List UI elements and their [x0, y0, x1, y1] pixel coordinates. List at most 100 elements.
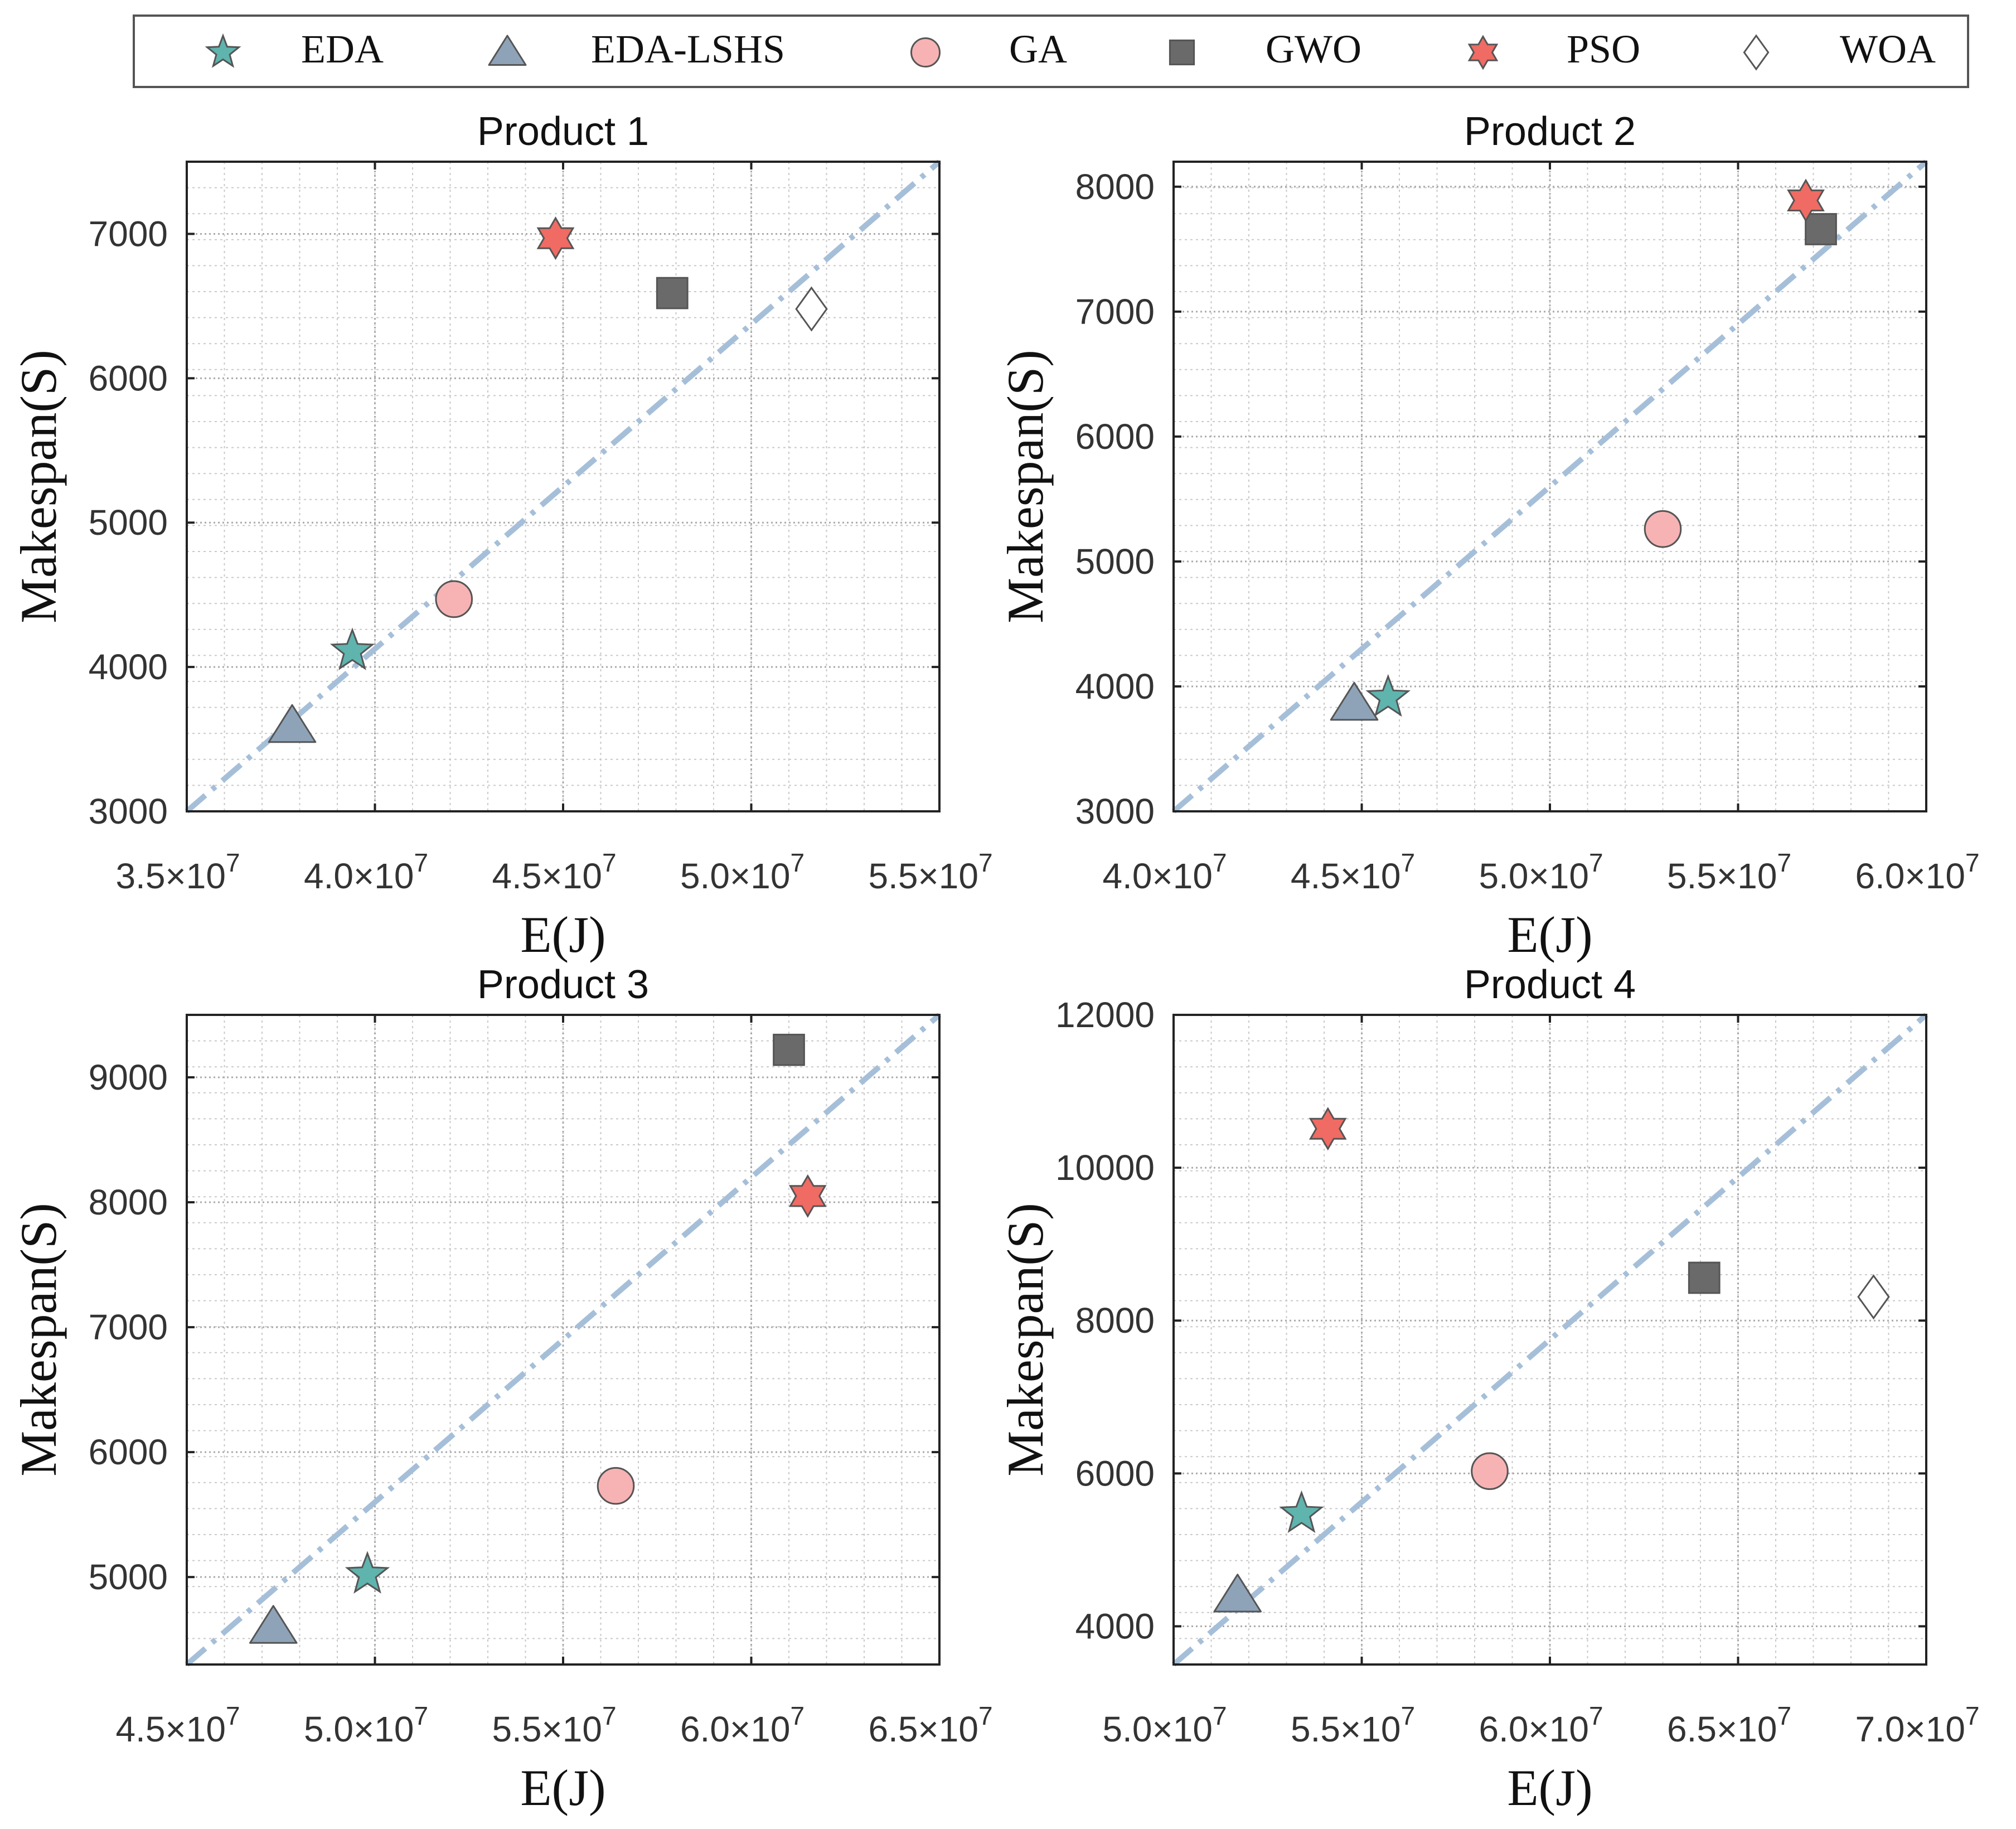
- y-tick-label: 10000: [1055, 1148, 1155, 1188]
- legend-marker-eda-lshs: [488, 35, 527, 66]
- x-tick-label: 6.5×107: [868, 1701, 992, 1749]
- x-tick-label: 5.0×107: [680, 848, 805, 896]
- x-axis-label: E(J): [520, 1759, 605, 1816]
- legend-label-pso: PSO: [1567, 27, 1640, 71]
- y-tick-label: 4000: [1075, 666, 1155, 707]
- x-tick-label: 4.0×107: [1102, 848, 1227, 896]
- y-tick-label: 8000: [89, 1182, 168, 1222]
- y-axis-label: Makespan(S): [997, 350, 1054, 623]
- x-tick-label: 6.0×107: [1479, 1701, 1603, 1749]
- legend-marker-eda: [205, 33, 241, 68]
- legend-label-eda: EDA: [301, 27, 384, 71]
- y-tick-label: 7000: [89, 1307, 168, 1347]
- legend-marker-ga: [910, 37, 941, 67]
- legend-label-eda-lshs: EDA-LSHS: [591, 27, 785, 71]
- panel-product-1: 3.5×107 4.0×107 4.5×107 5.0×107 5.5×107 3000 4…: [10, 109, 993, 963]
- legend-marker-gwo: [1169, 39, 1195, 66]
- x-tick-label: 5.5×107: [1667, 848, 1791, 896]
- x-tick-label: 4.5×107: [492, 848, 616, 896]
- legend-label-woa: WOA: [1840, 27, 1936, 71]
- data-points: [249, 1033, 827, 1644]
- point-gwo: [773, 1033, 805, 1066]
- y-tick-label: 7000: [89, 214, 168, 254]
- x-tick-label: 6.5×107: [1667, 1701, 1791, 1749]
- panel-product-4: 5.0×107 5.5×107 6.0×107 6.5×107 7.0×107 4000 6…: [997, 962, 1980, 1816]
- point-woa: [795, 286, 828, 332]
- data-points: [1213, 1107, 1890, 1613]
- panel-product-3: 4.5×107 5.0×107 5.5×107 6.0×107 6.5×107 5000 6…: [10, 962, 993, 1816]
- chart-title: Product 4: [1464, 962, 1636, 1007]
- y-tick-label: 5000: [89, 1557, 168, 1597]
- x-tick-label: 5.5×107: [1291, 1701, 1415, 1749]
- point-pso: [1309, 1107, 1347, 1151]
- y-tick-label: 6000: [89, 358, 168, 398]
- x-tick-label: 5.5×107: [492, 1701, 616, 1749]
- x-tick-label: 7.0×107: [1855, 1701, 1979, 1749]
- y-tick-label: 7000: [1075, 292, 1155, 332]
- point-ga: [597, 1467, 635, 1505]
- y-tick-label: 8000: [1075, 1300, 1155, 1341]
- point-gwo: [1805, 213, 1837, 245]
- legend-marker-woa: [1743, 34, 1770, 71]
- y-axis-label: Makespan(S): [997, 1203, 1054, 1477]
- y-tick-label: 4000: [1075, 1606, 1155, 1646]
- point-eda-lshs: [249, 1605, 298, 1644]
- grid: [1174, 162, 1926, 811]
- chart-title: Product 3: [477, 962, 649, 1007]
- y-tick-label: 6000: [89, 1432, 168, 1472]
- x-tick-label: 4.5×107: [1291, 848, 1415, 896]
- x-tick-label: 5.5×107: [868, 848, 992, 896]
- point-gwo: [1688, 1261, 1721, 1294]
- x-tick-label: 6.0×107: [680, 1701, 805, 1749]
- legend: EDA EDA-LSHS GA GWO PSO WOA: [133, 14, 1969, 88]
- y-tick-label: 12000: [1055, 995, 1155, 1035]
- x-tick-label: 5.0×107: [1102, 1701, 1227, 1749]
- x-tick-label: 6.0×107: [1855, 848, 1979, 896]
- y-tick-label: 9000: [89, 1057, 168, 1097]
- point-pso: [788, 1174, 827, 1218]
- y-tick-label: 5000: [89, 502, 168, 543]
- y-tick-label: 6000: [1075, 1453, 1155, 1493]
- point-eda: [329, 627, 375, 670]
- y-axis-label: Makespan(S): [10, 350, 67, 623]
- panel-product-2: 4.0×107 4.5×107 5.0×107 5.5×107 6.0×107 3000 4…: [997, 109, 1980, 963]
- y-axis-label: Makespan(S): [10, 1203, 67, 1477]
- point-ga: [1644, 510, 1682, 548]
- point-pso: [1787, 178, 1825, 222]
- point-eda: [1279, 1490, 1324, 1533]
- y-tick-label: 3000: [1075, 791, 1155, 831]
- point-woa: [1857, 1274, 1890, 1320]
- point-pso: [536, 216, 575, 260]
- x-axis-label: E(J): [520, 906, 605, 963]
- x-tick-label: 5.0×107: [1479, 848, 1603, 896]
- point-eda-lshs: [268, 704, 317, 743]
- grid: [187, 162, 939, 811]
- point-ga: [1471, 1452, 1509, 1491]
- point-eda: [345, 1551, 390, 1594]
- point-eda-lshs: [1213, 1574, 1262, 1613]
- legend-marker-pso: [1467, 35, 1499, 70]
- legend-label-ga: GA: [1009, 27, 1067, 71]
- x-tick-label: 4.0×107: [304, 848, 428, 896]
- x-tick-label: 5.0×107: [304, 1701, 428, 1749]
- y-tick-label: 5000: [1075, 541, 1155, 582]
- data-points: [1330, 178, 1837, 721]
- x-tick-label: 3.5×107: [115, 848, 240, 896]
- point-eda: [1365, 674, 1411, 717]
- y-tick-label: 8000: [1075, 167, 1155, 207]
- data-points: [268, 216, 828, 743]
- point-eda-lshs: [1330, 681, 1379, 721]
- y-tick-label: 6000: [1075, 417, 1155, 457]
- x-tick-label: 4.5×107: [115, 1701, 240, 1749]
- chart-title: Product 1: [477, 109, 649, 154]
- legend-box: [133, 14, 1969, 88]
- legend-label-gwo: GWO: [1266, 27, 1361, 71]
- point-ga: [435, 580, 473, 618]
- grid: [1174, 1015, 1926, 1665]
- x-axis-label: E(J): [1507, 906, 1592, 963]
- y-tick-label: 4000: [89, 647, 168, 687]
- point-gwo: [656, 277, 689, 309]
- x-axis-label: E(J): [1507, 1759, 1592, 1816]
- grid: [187, 1015, 939, 1665]
